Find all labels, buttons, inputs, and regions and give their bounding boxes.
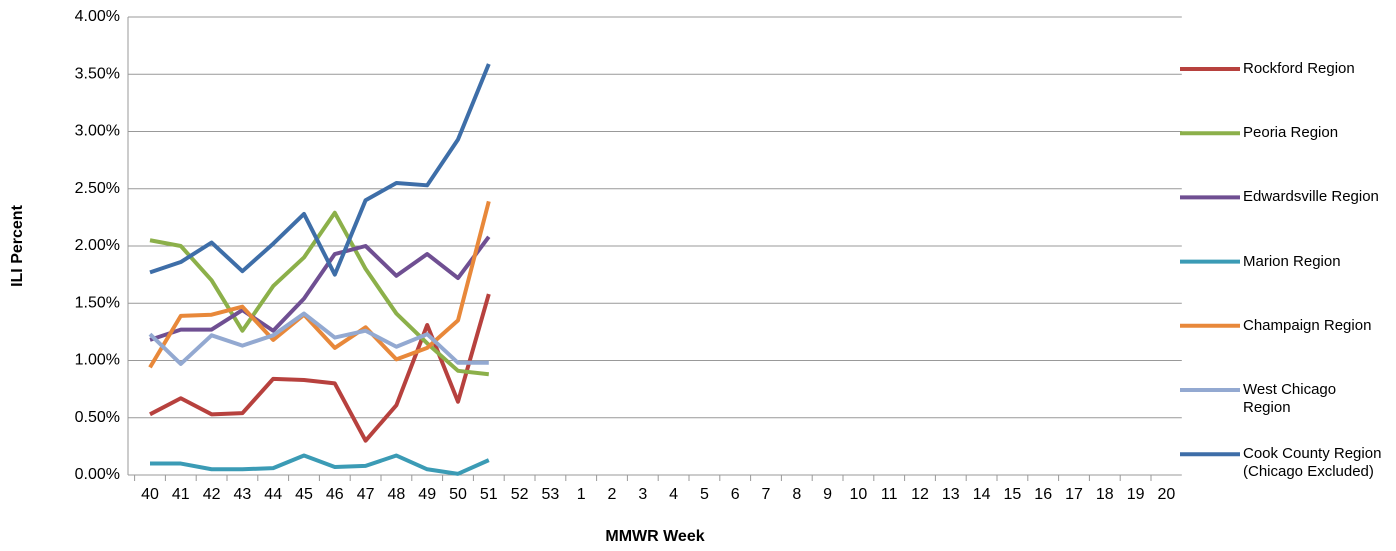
series-line [149, 235, 491, 342]
legend-label: Edwardsville Region [1243, 188, 1379, 206]
legend-label: Rockford Region [1243, 60, 1355, 77]
y-tick-label: 3.50% [75, 65, 120, 82]
x-tick-label: 13 [942, 486, 960, 503]
x-tick-label: 51 [480, 486, 498, 503]
x-tick-label: 4 [669, 486, 678, 503]
x-tick-label: 2 [608, 486, 617, 503]
series-line [149, 63, 491, 277]
legend-label: Marion Region [1243, 252, 1341, 270]
x-tick-label: 48 [388, 486, 406, 503]
x-tick-label: 40 [141, 486, 159, 503]
legend-label: Champaign Region [1243, 316, 1372, 334]
x-tick-label: 5 [700, 486, 709, 503]
x-tick-label: 17 [1065, 486, 1083, 503]
x-tick-label: 16 [1034, 486, 1052, 503]
x-tick-label: 7 [762, 486, 771, 503]
x-tick-label: 43 [234, 486, 252, 503]
x-tick-label: 19 [1127, 486, 1145, 503]
x-tick-label: 14 [973, 486, 991, 503]
x-tick-label: 49 [418, 486, 436, 503]
x-tick-label: 15 [1004, 486, 1022, 503]
series-line [148, 200, 491, 369]
x-tick-label: 53 [542, 486, 560, 503]
x-tick-label: 18 [1096, 486, 1114, 503]
y-tick-label: 1.50% [75, 294, 120, 311]
y-tick-label: 2.00% [75, 237, 120, 254]
x-tick-label: 45 [295, 486, 313, 503]
legend-label: Peoria Region [1243, 124, 1339, 142]
y-tick-label: 2.50% [75, 180, 120, 197]
x-tick-label: 50 [449, 486, 467, 503]
x-tick-label: 1 [577, 486, 586, 503]
x-tick-label: 12 [911, 486, 929, 503]
series-line [150, 453, 490, 476]
x-tick-label: 6 [731, 486, 740, 503]
x-axis-label: MMWR Week [605, 528, 704, 545]
x-tick-label: 41 [172, 486, 190, 503]
x-tick-label: 47 [357, 486, 375, 503]
x-tick-label: 42 [203, 486, 221, 503]
x-tick-label: 46 [326, 486, 344, 503]
y-tick-label: 0.50% [75, 409, 120, 426]
x-tick-label: 9 [823, 486, 832, 503]
legend-label: West Chicago Region [1243, 381, 1337, 416]
y-tick-label: 0.00% [75, 466, 120, 483]
y-axis-label: ILI Percent [9, 204, 26, 286]
legend-label: Cook County Region (Chicago Excluded) [1243, 445, 1382, 481]
series-line [149, 210, 490, 377]
x-tick-label: 3 [638, 486, 647, 503]
y-tick-label: 3.00% [75, 123, 120, 140]
x-tick-label: 20 [1158, 486, 1176, 503]
y-tick-label: 4.00% [75, 8, 120, 25]
series-line [148, 311, 489, 366]
x-tick-label: 11 [881, 486, 898, 503]
x-tick-label: 44 [264, 486, 282, 503]
x-tick-label: 8 [792, 486, 801, 503]
x-tick-label: 52 [511, 486, 529, 503]
x-tick-label: 10 [850, 486, 868, 503]
y-tick-label: 1.00% [75, 352, 120, 369]
